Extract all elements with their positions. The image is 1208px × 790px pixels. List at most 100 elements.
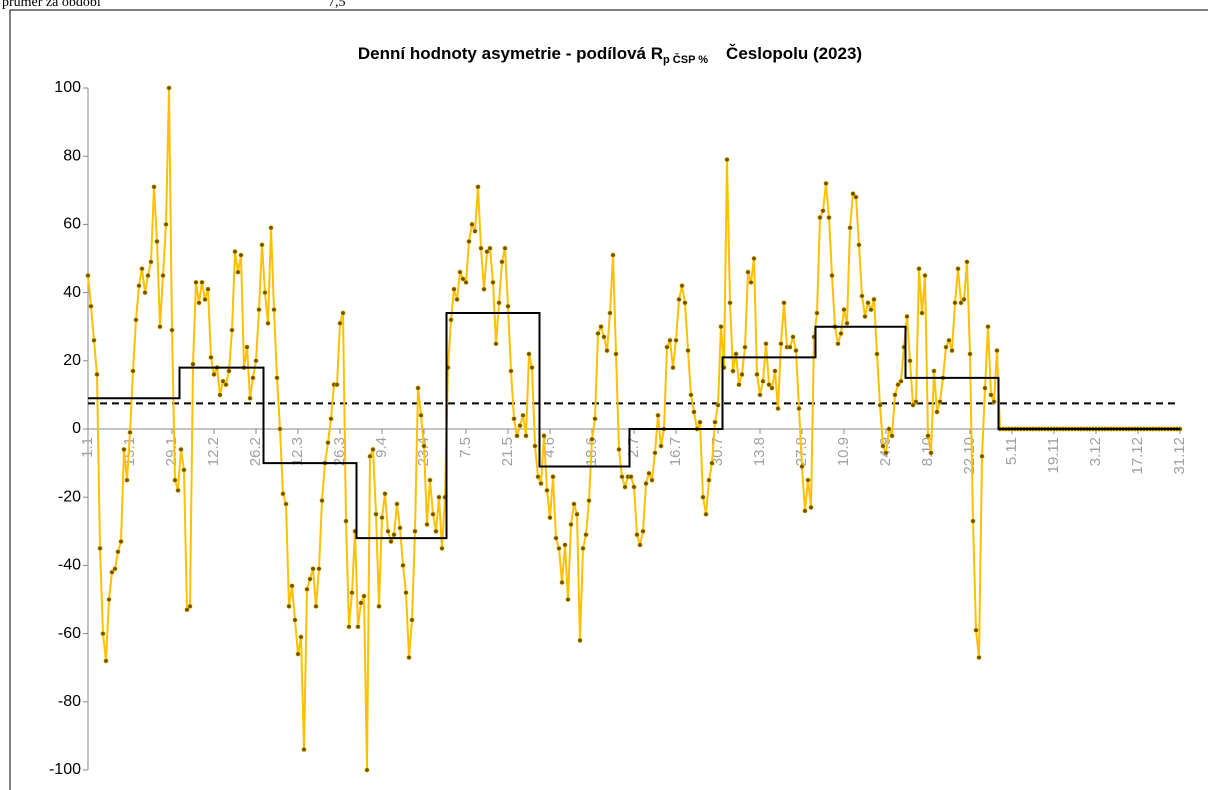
- daily-point: [397, 525, 403, 531]
- daily-point: [436, 494, 442, 500]
- daily-point: [388, 539, 394, 545]
- daily-point: [424, 521, 430, 527]
- daily-point: [229, 327, 235, 333]
- daily-point: [286, 603, 292, 609]
- y-tick-label: -100: [49, 761, 81, 778]
- daily-point: [493, 341, 499, 347]
- daily-point: [670, 365, 676, 371]
- daily-point: [406, 654, 412, 660]
- daily-point: [106, 596, 112, 602]
- daily-point: [568, 521, 574, 527]
- daily-point: [703, 511, 709, 517]
- daily-point: [730, 368, 736, 374]
- daily-point: [211, 371, 217, 377]
- daily-point: [961, 296, 967, 302]
- x-tick-label: 26.3: [331, 437, 348, 466]
- daily-point: [412, 528, 418, 534]
- daily-point: [841, 307, 847, 313]
- daily-point: [169, 327, 175, 333]
- daily-point: [742, 344, 748, 350]
- daily-point: [958, 300, 964, 306]
- daily-point: [859, 293, 865, 299]
- daily-point: [925, 433, 931, 439]
- daily-point: [727, 300, 733, 306]
- title-suffix: Česlopolu (2023): [726, 44, 862, 63]
- daily-point: [952, 300, 958, 306]
- daily-point: [973, 627, 979, 633]
- daily-point: [313, 603, 319, 609]
- summary-value: 7,5: [328, 0, 346, 10]
- daily-point: [790, 334, 796, 340]
- daily-point: [895, 382, 901, 388]
- x-tick-label: 12.2: [205, 437, 222, 466]
- daily-point: [262, 290, 268, 296]
- daily-point: [430, 511, 436, 517]
- daily-point: [676, 296, 682, 302]
- daily-point: [889, 433, 895, 439]
- daily-point: [154, 238, 160, 244]
- title-subscript: p ČSP %: [663, 53, 708, 66]
- daily-point: [775, 406, 781, 412]
- x-tick-label: 31.12: [1171, 437, 1188, 475]
- x-tick-label: 7.5: [457, 437, 474, 458]
- daily-point: [577, 637, 583, 643]
- daily-point: [628, 474, 634, 480]
- daily-point: [217, 392, 223, 398]
- y-tick-label: 20: [63, 352, 81, 369]
- daily-point: [514, 433, 520, 439]
- daily-point: [529, 365, 535, 371]
- daily-point: [340, 310, 346, 316]
- daily-point: [202, 296, 208, 302]
- daily-point: [256, 307, 262, 313]
- daily-point: [490, 279, 496, 285]
- daily-point: [334, 382, 340, 388]
- daily-point: [223, 382, 229, 388]
- daily-point: [355, 624, 361, 630]
- daily-point: [967, 351, 973, 357]
- daily-point: [439, 545, 445, 551]
- daily-point: [121, 446, 127, 452]
- daily-point: [103, 658, 109, 664]
- daily-point: [922, 273, 928, 279]
- daily-point: [97, 545, 103, 551]
- daily-point: [280, 491, 286, 497]
- daily-point: [517, 423, 523, 429]
- x-tick-label: 22.10: [961, 437, 978, 475]
- daily-point: [712, 419, 718, 425]
- daily-point: [919, 310, 925, 316]
- daily-point: [793, 348, 799, 354]
- daily-point: [364, 767, 370, 773]
- daily-point: [643, 481, 649, 487]
- y-tick-label: 100: [54, 79, 81, 96]
- daily-point: [184, 607, 190, 613]
- daily-point: [802, 508, 808, 514]
- daily-point: [337, 320, 343, 326]
- daily-point: [754, 371, 760, 377]
- daily-point: [283, 501, 289, 507]
- x-tick-label: 13.8: [751, 437, 768, 466]
- daily-point: [679, 283, 685, 289]
- daily-point: [913, 399, 919, 405]
- chart-title: Denní hodnoty asymetrie - podílová Rp ČS…: [358, 44, 862, 65]
- daily-point: [403, 590, 409, 596]
- y-tick-label: -40: [58, 557, 81, 574]
- daily-point: [556, 545, 562, 551]
- daily-point: [253, 358, 259, 364]
- daily-point: [307, 576, 313, 582]
- daily-point: [697, 419, 703, 425]
- daily-point: [904, 313, 910, 319]
- daily-point: [115, 549, 121, 555]
- daily-point: [166, 85, 172, 91]
- daily-point: [469, 221, 475, 227]
- daily-point: [343, 518, 349, 524]
- daily-point: [400, 562, 406, 568]
- daily-point: [451, 286, 457, 292]
- daily-point: [421, 443, 427, 449]
- daily-point: [361, 593, 367, 599]
- summary-label: průměr za období: [2, 0, 101, 10]
- daily-point: [148, 259, 154, 265]
- daily-point: [472, 228, 478, 234]
- daily-point: [814, 310, 820, 316]
- daily-point: [448, 317, 454, 323]
- daily-point: [907, 358, 913, 364]
